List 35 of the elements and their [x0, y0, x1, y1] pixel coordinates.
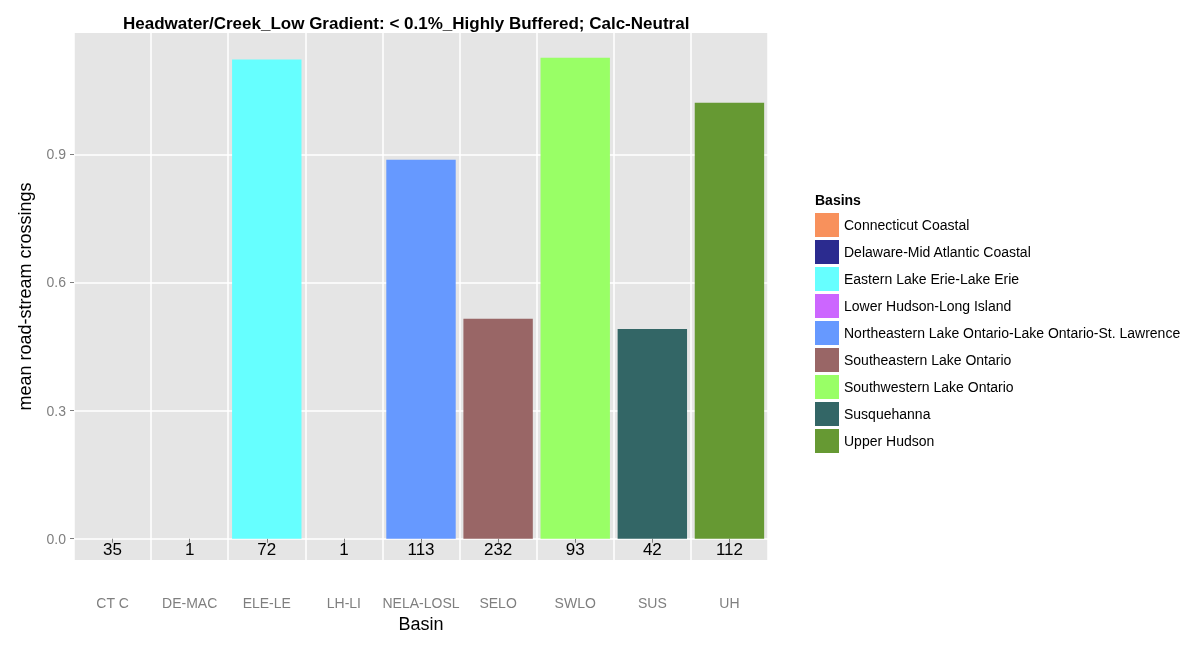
chart-title: Headwater/Creek_Low Gradient: < 0.1%_Highly Buffered; Calc-Neutral	[123, 14, 690, 33]
annotation: 72	[257, 539, 277, 559]
legend-label: Susquehanna	[844, 406, 931, 422]
legend-label: Lower Hudson-Long Island	[844, 298, 1012, 314]
x-tick-label: CT C	[96, 595, 129, 612]
y-tick-label: 0.3	[46, 402, 67, 419]
annotation: 113	[407, 539, 435, 559]
legend-title: Basins	[815, 192, 862, 208]
annotation: 1	[184, 539, 195, 559]
legend-label: Southwestern Lake Ontario	[844, 379, 1014, 395]
annotation: 35	[103, 539, 123, 559]
legend-label: Northeastern Lake Ontario-Lake Ontario-St. Lawrence	[844, 325, 1181, 341]
x-axis-title: Basin	[398, 614, 444, 634]
legend-label: Southeastern Lake Ontario	[844, 352, 1012, 368]
x-tick-label: LH-LI	[326, 595, 362, 612]
x-tick-label: SUS	[637, 595, 667, 612]
y-tick-label: 0.9	[46, 146, 67, 163]
x-tick-label: SWLO	[554, 595, 596, 612]
x-tick-label: DE-MAC	[162, 595, 218, 612]
x-tick-label: ELE-LE	[242, 595, 291, 612]
legend-label: Delaware-Mid Atlantic Coastal	[844, 244, 1031, 260]
annotation: 232	[483, 539, 513, 559]
x-tick-label: SELO	[479, 595, 517, 612]
legend-label: Upper Hudson	[844, 433, 935, 449]
legend-label: Connecticut Coastal	[844, 217, 970, 233]
annotation: 112	[715, 539, 743, 559]
legend-label: Eastern Lake Erie-Lake Erie	[844, 271, 1020, 287]
x-tick-label: UH	[719, 595, 740, 612]
y-axis-title: mean road-stream crossings	[15, 182, 35, 411]
y-tick-label: 0.0	[46, 530, 67, 547]
x-tick-label: NELA-LOSL	[382, 595, 460, 612]
y-tick-label: 0.6	[46, 274, 67, 291]
annotation: 1	[339, 539, 349, 559]
annotation: 42	[642, 539, 662, 559]
annotation: 93	[565, 539, 585, 559]
